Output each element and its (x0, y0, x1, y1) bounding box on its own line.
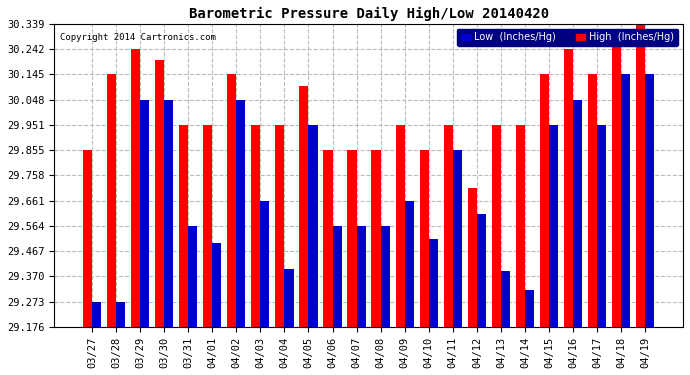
Bar (381, 226, 390, 327)
Bar (636, 24, 645, 327)
Bar (573, 100, 582, 327)
Bar (540, 74, 549, 327)
Bar (477, 214, 486, 327)
Bar (116, 302, 125, 327)
Bar (525, 290, 534, 327)
Bar (131, 49, 140, 327)
Bar (564, 49, 573, 327)
Bar (395, 125, 405, 327)
Bar (492, 125, 501, 327)
Bar (357, 226, 366, 327)
Bar (444, 125, 453, 327)
Bar (588, 74, 598, 327)
Bar (227, 74, 236, 327)
Bar (428, 238, 438, 327)
Bar (140, 100, 149, 327)
Bar (420, 150, 428, 327)
Bar (453, 150, 462, 327)
Bar (516, 125, 525, 327)
Bar (299, 86, 308, 327)
Bar (645, 74, 655, 327)
Bar (468, 188, 477, 327)
Bar (236, 100, 246, 327)
Title: Barometric Pressure Daily High/Low 20140420: Barometric Pressure Daily High/Low 20140… (188, 7, 549, 21)
Bar (188, 226, 197, 327)
Bar (324, 150, 333, 327)
Bar (308, 125, 317, 327)
Bar (251, 125, 260, 327)
Bar (260, 201, 270, 327)
Bar (92, 302, 101, 327)
Bar (203, 125, 213, 327)
Bar (371, 150, 381, 327)
Bar (612, 28, 621, 327)
Text: Copyright 2014 Cartronics.com: Copyright 2014 Cartronics.com (61, 33, 217, 42)
Bar (621, 74, 631, 327)
Bar (213, 243, 221, 327)
Bar (598, 125, 607, 327)
Bar (275, 125, 284, 327)
Legend: Low  (Inches/Hg), High  (Inches/Hg): Low (Inches/Hg), High (Inches/Hg) (457, 28, 678, 46)
Bar (164, 100, 173, 327)
Bar (333, 226, 342, 327)
Bar (107, 74, 116, 327)
Bar (405, 201, 414, 327)
Bar (155, 60, 164, 327)
Bar (284, 268, 293, 327)
Bar (501, 271, 510, 327)
Bar (179, 125, 188, 327)
Bar (348, 150, 357, 327)
Bar (83, 150, 92, 327)
Bar (549, 125, 558, 327)
